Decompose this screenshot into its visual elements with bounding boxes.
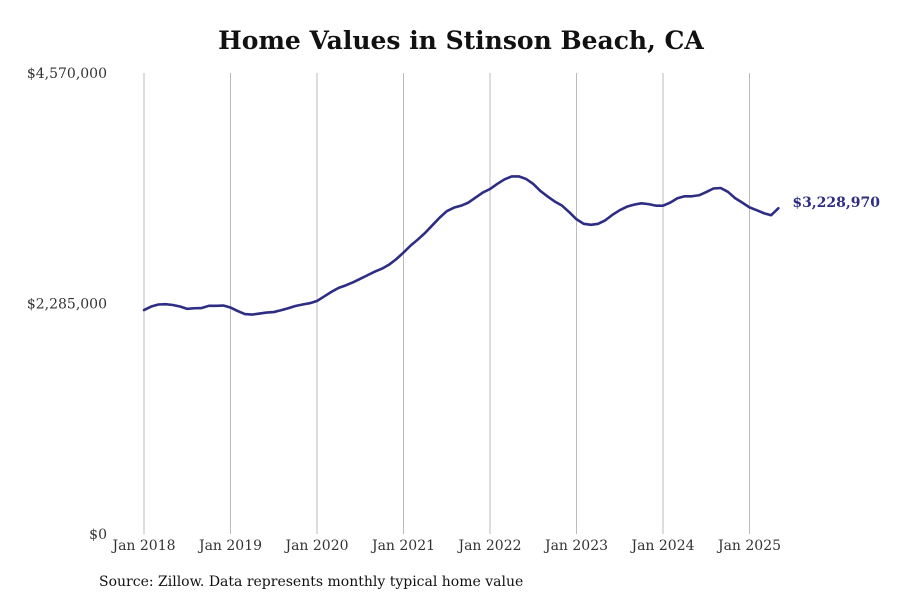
- y-tick-label: $4,570,000: [27, 66, 107, 82]
- source-note: Source: Zillow. Data represents monthly …: [99, 574, 524, 590]
- x-tick-label: Jan 2023: [543, 538, 608, 554]
- y-tick-label: $0: [89, 527, 107, 543]
- grid-lines: [143, 73, 750, 534]
- x-tick-label: Jan 2020: [283, 538, 348, 554]
- x-tick-label: Jan 2022: [456, 538, 521, 554]
- x-tick-label: Jan 2021: [370, 538, 435, 554]
- x-axis: Jan 2018 Jan 2019 Jan 2020 Jan 2021 Jan 2022…: [110, 538, 781, 554]
- x-tick-label: Jan 2019: [197, 538, 262, 554]
- series-layer: $3,228,970: [142, 175, 880, 316]
- end-value-label: $3,228,970: [792, 195, 880, 211]
- y-tick-label: $2,285,000: [27, 297, 107, 313]
- x-tick-label: Jan 2025: [716, 538, 781, 554]
- x-tick-label: Jan 2024: [629, 538, 694, 554]
- x-tick-label: Jan 2018: [110, 538, 175, 554]
- y-axis: $0 $2,285,000 $4,570,000: [27, 66, 107, 543]
- chart-title: Home Values in Stinson Beach, CA: [218, 26, 704, 55]
- series-line: [142, 175, 780, 316]
